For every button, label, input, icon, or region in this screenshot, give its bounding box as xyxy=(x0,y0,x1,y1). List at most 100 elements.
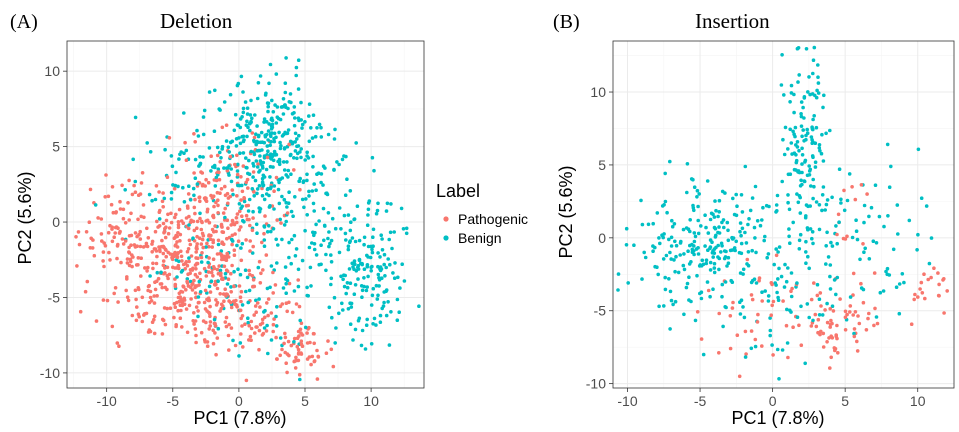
point-benign xyxy=(704,261,709,266)
point-benign xyxy=(810,154,815,158)
point-pathogenic xyxy=(852,327,857,331)
point-benign xyxy=(796,80,800,84)
point-pathogenic xyxy=(114,210,118,214)
point-benign xyxy=(212,129,217,133)
point-benign xyxy=(746,263,751,268)
point-pathogenic xyxy=(814,324,819,329)
point-benign xyxy=(716,243,720,248)
point-pathogenic xyxy=(128,257,133,262)
point-benign xyxy=(377,276,381,280)
point-benign xyxy=(789,141,794,145)
point-benign xyxy=(295,156,299,161)
point-benign xyxy=(765,255,769,260)
point-benign xyxy=(399,206,404,211)
point-benign xyxy=(276,187,281,192)
point-benign xyxy=(777,266,781,271)
point-pathogenic xyxy=(749,293,754,297)
point-benign xyxy=(257,184,262,188)
point-benign xyxy=(703,213,707,217)
point-benign xyxy=(253,178,258,183)
point-benign xyxy=(169,154,174,158)
point-pathogenic xyxy=(230,233,235,238)
point-benign xyxy=(695,188,700,193)
point-benign xyxy=(193,157,198,162)
point-benign xyxy=(193,176,198,180)
point-benign xyxy=(312,247,317,252)
point-benign xyxy=(268,186,273,191)
point-benign xyxy=(813,165,818,169)
point-benign xyxy=(307,114,311,118)
point-benign xyxy=(687,298,691,302)
point-pathogenic xyxy=(118,199,122,204)
point-pathogenic xyxy=(873,306,877,311)
point-benign xyxy=(867,257,872,261)
point-benign xyxy=(774,247,778,251)
point-benign xyxy=(341,277,345,282)
point-pathogenic xyxy=(208,314,212,319)
point-pathogenic xyxy=(167,272,172,277)
point-benign xyxy=(272,136,276,141)
point-benign xyxy=(348,301,352,306)
point-benign xyxy=(295,137,299,141)
point-benign xyxy=(335,160,339,164)
point-benign xyxy=(783,262,787,267)
panel-border xyxy=(66,40,425,389)
point-benign xyxy=(776,298,781,303)
point-benign xyxy=(228,140,233,145)
point-pathogenic xyxy=(310,354,315,359)
point-benign xyxy=(308,265,313,270)
point-benign xyxy=(269,229,273,234)
point-benign xyxy=(743,355,748,359)
point-benign xyxy=(280,194,284,199)
point-pathogenic xyxy=(300,333,305,337)
point-benign xyxy=(324,252,328,257)
point-pathogenic xyxy=(241,164,246,168)
point-pathogenic xyxy=(229,290,233,294)
point-benign xyxy=(804,261,808,266)
point-benign xyxy=(382,252,387,257)
point-benign xyxy=(378,265,383,269)
point-benign xyxy=(828,274,832,279)
point-benign xyxy=(218,108,222,112)
point-benign xyxy=(624,243,629,247)
point-benign xyxy=(786,200,790,205)
point-benign xyxy=(643,255,648,260)
point-benign xyxy=(384,313,389,318)
point-benign xyxy=(370,264,374,269)
point-benign xyxy=(225,282,230,286)
y-tick-label: 0 xyxy=(52,214,60,230)
point-pathogenic xyxy=(163,226,167,231)
point-benign xyxy=(292,340,296,344)
point-pathogenic xyxy=(239,289,244,294)
point-benign xyxy=(660,204,665,208)
point-pathogenic xyxy=(239,332,243,336)
point-pathogenic xyxy=(196,256,200,261)
point-benign xyxy=(398,286,402,290)
point-benign xyxy=(296,58,301,62)
point-pathogenic xyxy=(823,308,827,312)
point-pathogenic xyxy=(143,266,147,270)
point-pathogenic xyxy=(218,292,222,296)
point-pathogenic xyxy=(218,160,222,164)
point-pathogenic xyxy=(280,302,285,306)
point-benign xyxy=(290,112,295,116)
point-pathogenic xyxy=(125,257,130,261)
point-benign xyxy=(357,258,362,263)
point-pathogenic xyxy=(850,185,854,189)
point-benign xyxy=(845,198,850,203)
point-benign xyxy=(294,65,299,70)
point-benign xyxy=(322,238,326,243)
point-benign xyxy=(791,220,795,225)
point-pathogenic xyxy=(299,339,304,344)
point-pathogenic xyxy=(201,245,205,250)
point-pathogenic xyxy=(285,211,290,215)
point-pathogenic xyxy=(283,331,287,336)
point-benign xyxy=(241,151,246,155)
point-benign xyxy=(815,88,819,93)
point-pathogenic xyxy=(228,194,233,199)
point-pathogenic xyxy=(926,277,930,282)
point-benign xyxy=(788,241,792,245)
point-pathogenic xyxy=(136,286,141,290)
point-benign xyxy=(786,266,790,270)
point-benign xyxy=(198,290,203,294)
